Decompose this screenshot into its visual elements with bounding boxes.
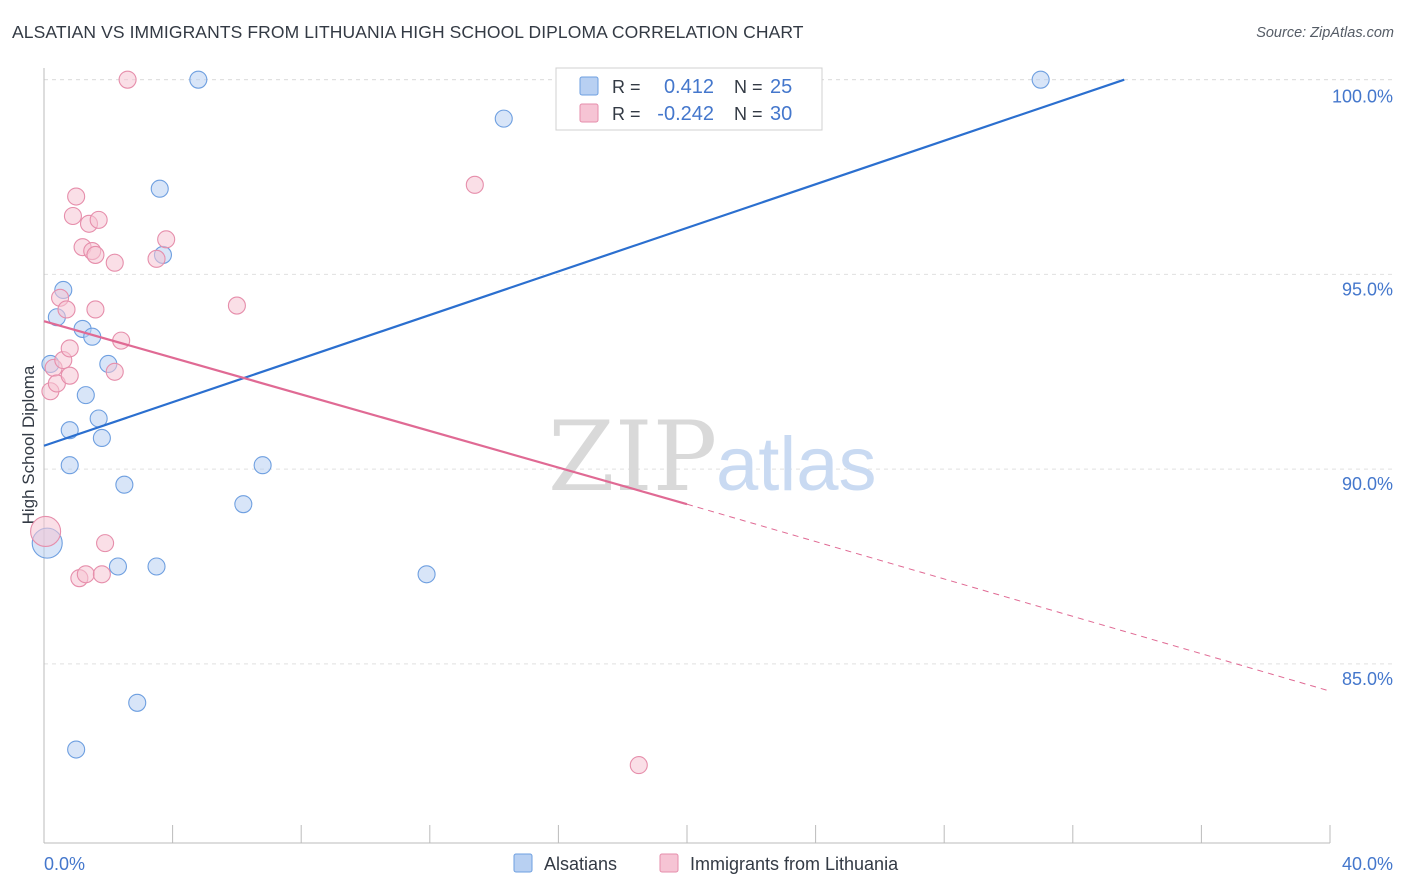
point-lithuania (227, 296, 246, 315)
tick-labels: 85.0% 90.0% 95.0% 100.0% 0.0% 40.0% (44, 87, 1393, 874)
point-alsatians (150, 179, 169, 198)
stats-r-value-alsatians: 0.412 (664, 76, 714, 98)
x-tick-label-max: 40.0% (1342, 854, 1393, 874)
point-alsatians (253, 456, 272, 475)
point-lithuania (67, 187, 86, 206)
stats-r-label-alsatians: R = (612, 77, 641, 97)
series-legend-swatch-alsatians (513, 853, 533, 873)
trend-line-alsatians (43, 78, 1125, 447)
point-alsatians (128, 693, 147, 712)
stats-n-label-lithuania: N = (734, 104, 763, 124)
point-alsatians (234, 495, 253, 514)
point-alsatians (494, 109, 513, 128)
stats-legend-swatch-lithuania (579, 103, 599, 123)
stats-n-value-alsatians: 25 (770, 76, 792, 98)
stats-r-label-lithuania: R = (612, 104, 641, 124)
point-alsatians (1031, 70, 1050, 89)
series-legend-label-lithuania: Immigrants from Lithuania (690, 854, 899, 874)
point-lithuania (60, 366, 79, 385)
grid-lines (44, 79, 1392, 665)
point-lithuania (86, 300, 105, 319)
point-alsatians (108, 557, 127, 576)
chart-title: ALSATIAN VS IMMIGRANTS FROM LITHUANIA HI… (12, 22, 804, 42)
point-lithuania (60, 339, 79, 358)
series-legend-swatch-lithuania (659, 853, 679, 873)
y-tick-label: 95.0% (1342, 279, 1393, 299)
stats-legend-box (555, 67, 823, 131)
stats-n-label-alsatians: N = (734, 77, 763, 97)
point-lithuania (63, 206, 82, 226)
watermark-zip: ZIP (548, 401, 717, 513)
point-lithuania (105, 253, 124, 272)
point-alsatians (417, 565, 436, 584)
y-tick-label: 90.0% (1342, 474, 1393, 494)
point-alsatians (92, 428, 111, 448)
point-alsatians (67, 740, 86, 759)
y-tick-label: 85.0% (1342, 669, 1393, 689)
point-lithuania (118, 70, 137, 89)
series-legend: Alsatians Immigrants from Lithuania (513, 853, 899, 874)
point-lithuania (89, 210, 108, 229)
point-lithuania (465, 175, 484, 194)
point-lithuania (157, 230, 176, 249)
point-lithuania (96, 534, 115, 553)
point-alsatians (189, 70, 208, 89)
point-lithuania (92, 565, 111, 584)
y-tick-label: 100.0% (1332, 87, 1393, 107)
stats-legend: R = 0.412 N = 25 R = -0.242 N = 30 (555, 67, 823, 131)
stats-r-value-lithuania: -0.242 (657, 103, 714, 125)
point-lithuania (86, 245, 105, 264)
trend-line-lithuania (43, 320, 688, 506)
stats-n-value-lithuania: 30 (770, 103, 792, 125)
watermark-atlas: atlas (716, 422, 877, 507)
point-alsatians (60, 421, 79, 440)
point-lithuania (629, 756, 648, 775)
point-lithuania (105, 362, 124, 381)
trend-lines (43, 78, 1331, 692)
point-lithuania (57, 300, 76, 319)
point-alsatians (60, 456, 79, 475)
point-alsatians (147, 557, 166, 576)
point-alsatians (115, 475, 134, 494)
x-tick-label-min: 0.0% (44, 854, 85, 874)
data-points (30, 70, 1050, 775)
trend-line-lithuania-extension (686, 503, 1331, 692)
watermark: ZIP atlas (548, 401, 877, 513)
point-lithuania (147, 249, 166, 268)
axes (43, 68, 1331, 844)
point-alsatians (76, 386, 95, 405)
point-lithuania (30, 515, 62, 547)
series-legend-label-alsatians: Alsatians (544, 854, 617, 874)
stats-legend-swatch-alsatians (579, 76, 599, 96)
point-lithuania (76, 565, 95, 584)
source-credit: Source: ZipAtlas.com (1256, 25, 1394, 41)
